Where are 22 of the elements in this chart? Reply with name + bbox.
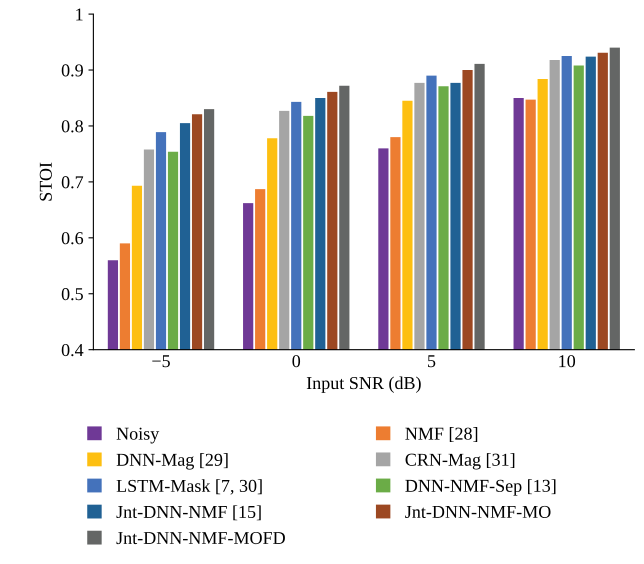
- y-tick-label: 0.6: [62, 232, 84, 244]
- y-tick-label: 0.9: [62, 64, 83, 77]
- y-tick-label: 0.5: [62, 288, 83, 300]
- y-tick-label: 0.8: [62, 120, 83, 132]
- y-axis-title: STOI: [40, 162, 52, 201]
- x-axis-title: Input SNR (dB): [306, 376, 421, 393]
- x-tick-label: 0: [292, 355, 300, 368]
- legend-label: LSTM-Mask [7, 30]: [116, 479, 262, 495]
- legend-label: Jnt-DNN-NMF-MO: [405, 506, 551, 518]
- y-tick-label: 1: [76, 8, 83, 20]
- legend-label: Jnt-DNN-NMF [15]: [116, 505, 261, 520]
- x-tick-label: −5: [152, 355, 170, 368]
- legend-label: NMF [28]: [405, 427, 478, 442]
- legend-label: CRN-Mag [31]: [406, 453, 514, 470]
- y-tick-label: 0.4: [62, 344, 84, 356]
- y-tick-label: 0.7: [62, 176, 84, 188]
- legend-label: DNN-Mag [29]: [116, 453, 228, 470]
- legend-label: DNN-NMF-Sep [13]: [405, 479, 556, 496]
- x-tick-label: 10: [559, 355, 576, 368]
- legend-label: Jnt-DNN-NMF-MOFD: [116, 532, 285, 544]
- legend-label: Noisy: [116, 428, 160, 444]
- x-tick-label: 5: [428, 355, 436, 368]
